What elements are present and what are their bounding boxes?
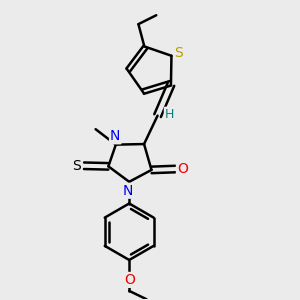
Text: O: O [124, 273, 136, 287]
Text: O: O [177, 162, 188, 176]
Text: N: N [122, 184, 133, 198]
Text: H: H [165, 108, 174, 121]
Text: S: S [175, 46, 183, 60]
Text: N: N [110, 129, 120, 143]
Text: S: S [73, 159, 81, 173]
